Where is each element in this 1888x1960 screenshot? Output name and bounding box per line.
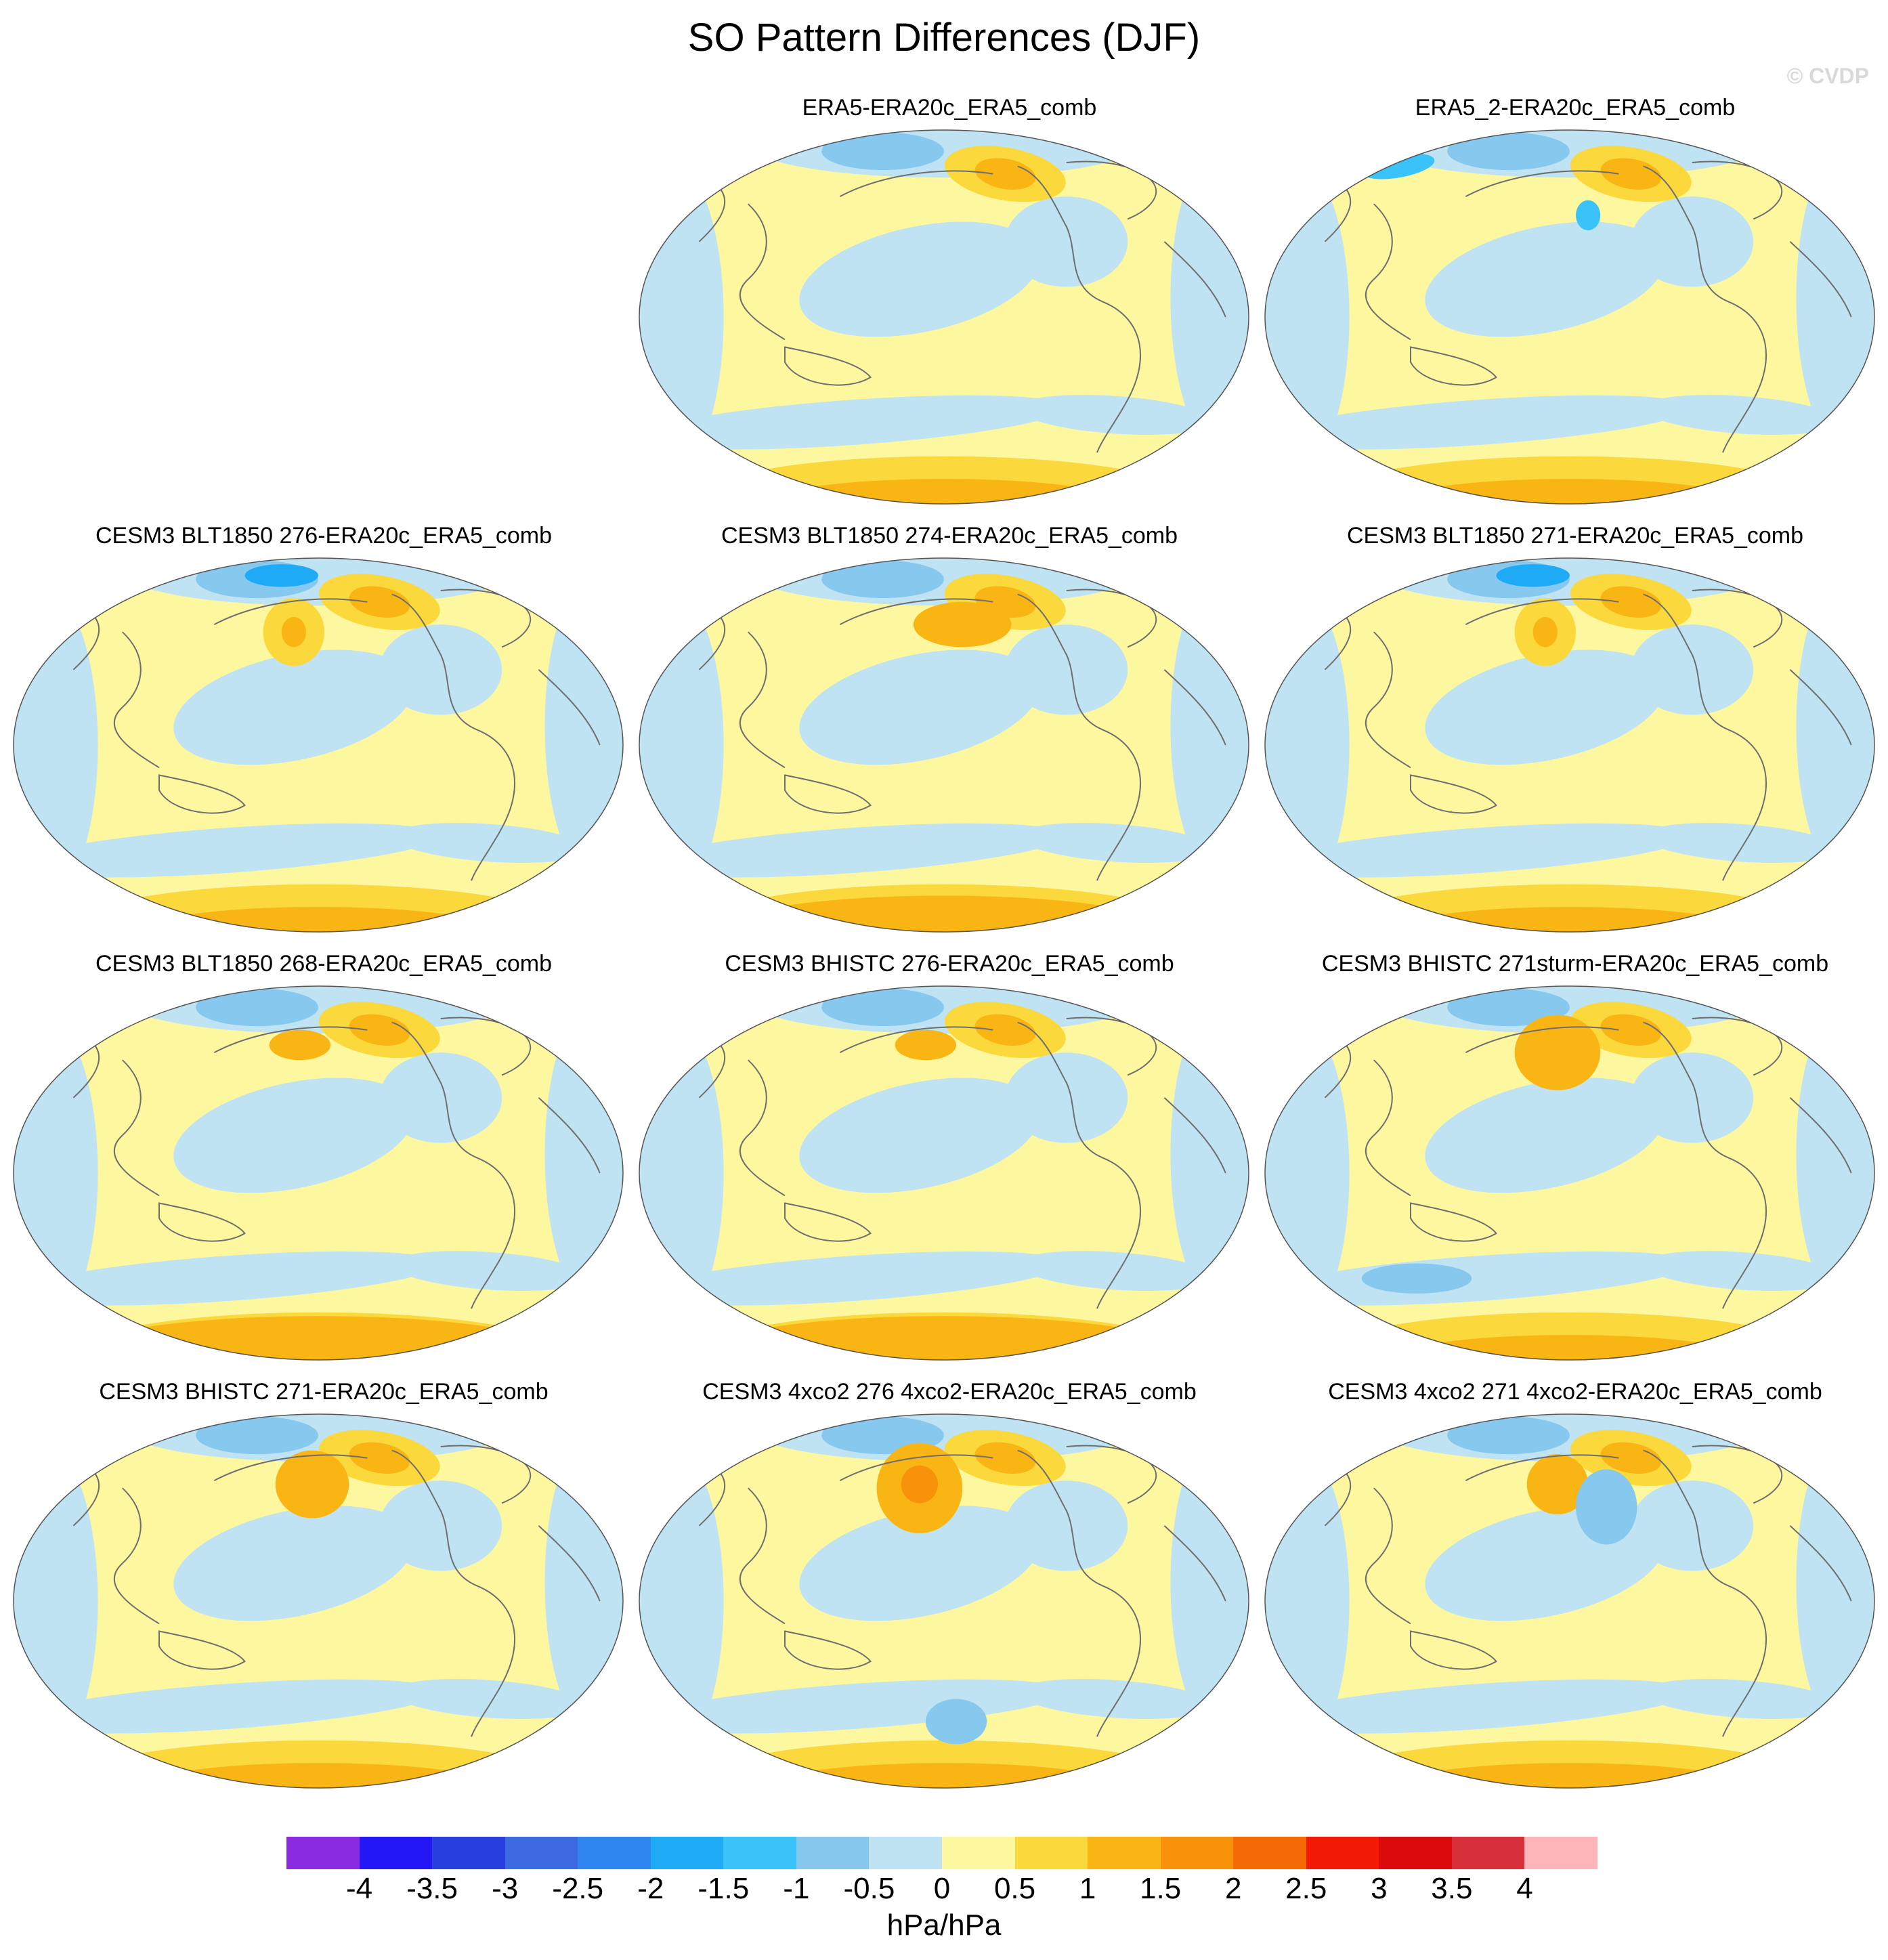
map-panel: CESM3 BLT1850 276-ERA20c_ERA5_comb xyxy=(12,523,635,933)
contour-field xyxy=(639,986,1249,1360)
colorbar-swatch xyxy=(432,1837,506,1869)
contour-field xyxy=(14,558,623,932)
map-panel: CESM3 BHISTC 276-ERA20c_ERA5_comb xyxy=(638,951,1261,1361)
contour-field xyxy=(14,986,623,1360)
panel-title: CESM3 BLT1850 271-ERA20c_ERA5_comb xyxy=(1346,523,1804,549)
panel-title: CESM3 4xco2 276 4xco2-ERA20c_ERA5_comb xyxy=(702,1379,1197,1405)
colorbar-swatch xyxy=(1014,1837,1088,1869)
map-plot xyxy=(639,129,1249,505)
colorbar-swatch xyxy=(723,1837,797,1869)
map-outline xyxy=(1264,1413,1875,1789)
colorbar-swatch xyxy=(1451,1837,1525,1869)
map-plot xyxy=(13,985,624,1361)
colorbar-swatch xyxy=(942,1837,1016,1869)
colorbar-swatch xyxy=(1088,1837,1161,1869)
figure-title: SO Pattern Differences (DJF) xyxy=(687,16,1201,60)
map-panel: CESM3 4xco2 271 4xco2-ERA20c_ERA5_comb xyxy=(1264,1379,1887,1789)
colorbar xyxy=(286,1837,1598,1869)
map-panel: CESM3 BLT1850 268-ERA20c_ERA5_comb xyxy=(12,951,635,1361)
colorbar-tick-label: -0.5 xyxy=(843,1872,895,1905)
map-plot xyxy=(639,1413,1249,1789)
colorbar-swatch xyxy=(1306,1837,1379,1869)
colorbar-tick-label: -2 xyxy=(637,1872,664,1905)
panel-title: ERA5-ERA20c_ERA5_comb xyxy=(802,95,1097,121)
map-panel: CESM3 BHISTC 271-ERA20c_ERA5_comb xyxy=(12,1379,635,1789)
map-plot xyxy=(639,985,1249,1361)
map-outline xyxy=(639,557,1249,933)
contour-field xyxy=(1265,986,1874,1360)
colorbar-tick-label: -1 xyxy=(783,1872,810,1905)
colorbar-swatch xyxy=(1160,1837,1234,1869)
contour-field xyxy=(1265,558,1874,932)
colorbar-tick-label: 3 xyxy=(1371,1872,1388,1905)
map-outline xyxy=(1264,129,1875,505)
panel-title: CESM3 BLT1850 274-ERA20c_ERA5_comb xyxy=(721,523,1178,549)
colorbar-units: hPa/hPa xyxy=(886,1909,1002,1942)
panel-title: CESM3 BLT1850 276-ERA20c_ERA5_comb xyxy=(95,523,553,549)
map-panel: CESM3 BLT1850 274-ERA20c_ERA5_comb xyxy=(638,523,1261,933)
contour-field xyxy=(639,130,1249,504)
map-outline xyxy=(1264,985,1875,1361)
colorbar-tick-label: -3.5 xyxy=(406,1872,458,1905)
map-outline xyxy=(639,985,1249,1361)
panel-title: CESM3 BLT1850 268-ERA20c_ERA5_comb xyxy=(95,951,553,977)
contour-field xyxy=(639,1414,1249,1788)
panel-title: CESM3 BHISTC 276-ERA20c_ERA5_comb xyxy=(725,951,1174,977)
map-panel: CESM3 BHISTC 271sturm-ERA20c_ERA5_comb xyxy=(1264,951,1887,1361)
map-outline xyxy=(639,1413,1249,1789)
map-outline xyxy=(639,129,1249,505)
colorbar-swatch xyxy=(1379,1837,1453,1869)
colorbar-tick-label: 0.5 xyxy=(993,1872,1036,1905)
contour-field xyxy=(639,558,1249,932)
colorbar-swatch xyxy=(286,1837,360,1869)
panel-title: ERA5_2-ERA20c_ERA5_comb xyxy=(1415,95,1736,121)
map-plot xyxy=(1264,129,1875,505)
map-panel: CESM3 BLT1850 271-ERA20c_ERA5_comb xyxy=(1264,523,1887,933)
map-outline xyxy=(13,1413,624,1789)
cvdp-watermark: © CVDP xyxy=(1786,64,1869,88)
colorbar-tick-label: -2.5 xyxy=(552,1872,604,1905)
colorbar-tick-label: -4 xyxy=(345,1872,373,1905)
colorbar-swatch xyxy=(578,1837,651,1869)
panel-title: CESM3 4xco2 271 4xco2-ERA20c_ERA5_comb xyxy=(1328,1379,1822,1405)
colorbar-tick-label: 1.5 xyxy=(1140,1872,1182,1905)
contour-field xyxy=(14,1414,623,1788)
map-panel: CESM3 4xco2 276 4xco2-ERA20c_ERA5_comb xyxy=(638,1379,1261,1789)
colorbar-tick-label: 1 xyxy=(1079,1872,1096,1905)
map-plot xyxy=(639,557,1249,933)
colorbar-swatch xyxy=(505,1837,578,1869)
colorbar-swatch xyxy=(359,1837,433,1869)
colorbar-tick-label: 2 xyxy=(1224,1872,1242,1905)
map-plot xyxy=(13,557,624,933)
colorbar-swatch xyxy=(650,1837,724,1869)
colorbar-tick-label: 0 xyxy=(933,1872,951,1905)
colorbar-swatch xyxy=(1233,1837,1307,1869)
colorbar-swatch xyxy=(869,1837,943,1869)
map-outline xyxy=(13,985,624,1361)
map-plot xyxy=(13,1413,624,1789)
map-outline xyxy=(13,557,624,933)
colorbar-tick-label: -3 xyxy=(492,1872,519,1905)
colorbar-tick-label: 4 xyxy=(1516,1872,1533,1905)
map-plot xyxy=(1264,1413,1875,1789)
colorbar-tick-label: 2.5 xyxy=(1285,1872,1327,1905)
colorbar-swatch xyxy=(1524,1837,1598,1869)
colorbar-tick-label: -1.5 xyxy=(698,1872,750,1905)
panel-title: CESM3 BHISTC 271-ERA20c_ERA5_comb xyxy=(99,1379,549,1405)
panel-title: CESM3 BHISTC 271sturm-ERA20c_ERA5_comb xyxy=(1321,951,1829,977)
contour-field xyxy=(1265,1414,1874,1788)
colorbar-swatch xyxy=(796,1837,870,1869)
contour-field xyxy=(1265,130,1874,504)
map-panel: ERA5-ERA20c_ERA5_comb xyxy=(638,95,1261,505)
map-panel: ERA5_2-ERA20c_ERA5_comb xyxy=(1264,95,1887,505)
map-outline xyxy=(1264,557,1875,933)
map-plot xyxy=(1264,985,1875,1361)
colorbar-tick-label: 3.5 xyxy=(1431,1872,1473,1905)
map-plot xyxy=(1264,557,1875,933)
